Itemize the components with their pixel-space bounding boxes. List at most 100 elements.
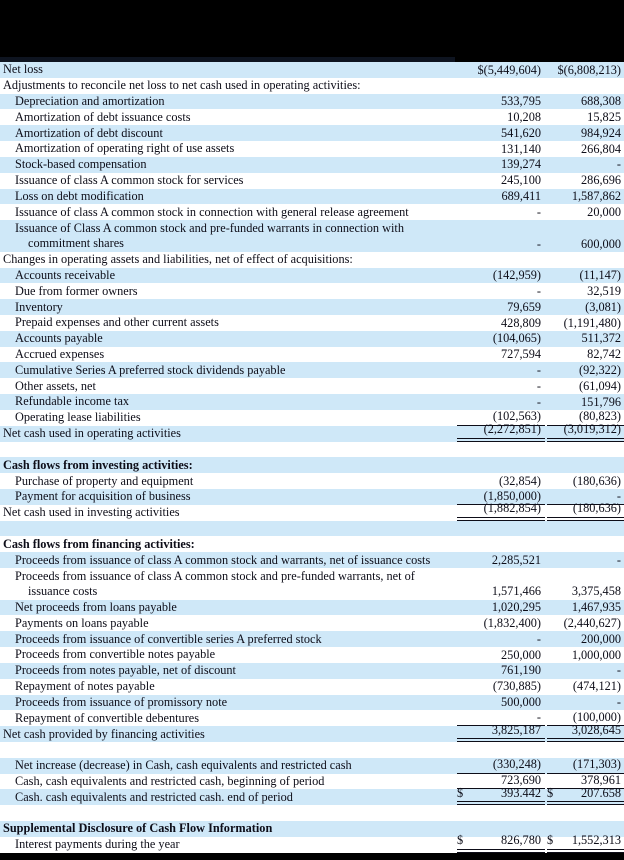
- value-col2: [547, 252, 624, 268]
- value-col2-number: (80,823): [578, 409, 621, 424]
- value-col2-number: -: [616, 552, 621, 567]
- row-label: Loss on debt modification: [0, 189, 455, 205]
- row-label-line1: Amortization of operating right of use a…: [15, 141, 235, 156]
- value-col1-number: 250,000: [501, 647, 541, 662]
- row-label-line1: Adjustments to reconcile net loss to net…: [3, 78, 361, 93]
- value-col1-number: (32,854): [498, 473, 541, 488]
- value-col1-number: 245,100: [501, 173, 541, 188]
- value-col1: 1,020,295: [457, 600, 545, 616]
- table-row: Depreciation and amortization 533,795 68…: [0, 93, 624, 110]
- value-col2: -: [547, 157, 624, 173]
- table-row: Cumulative Series A preferred stock divi…: [0, 362, 624, 379]
- value-col2: (92,322): [547, 362, 624, 378]
- row-label: Net increase (decrease) in Cash, cash eq…: [0, 758, 455, 774]
- value-col2: (180,636): [547, 501, 624, 521]
- table-row: Due from former owners - 32,519: [0, 283, 624, 300]
- value-col1: 131,140: [457, 141, 545, 157]
- statement-table: Net loss $(5,449,604) $(6,808,213) Adjus…: [0, 62, 624, 853]
- value-col2: -: [547, 663, 624, 679]
- table-row: Proceeds from issuance of promissory not…: [0, 694, 624, 711]
- value-col2: 3,028,645: [547, 723, 624, 742]
- value-col1-number: -: [536, 709, 541, 724]
- row-label: Purchase of property and equipment: [0, 473, 455, 489]
- row-label-line1: Issuance of class A common stock in conn…: [15, 204, 409, 219]
- value-col2: [547, 536, 624, 552]
- table-row: Payment for acquisition of business (1,8…: [0, 489, 624, 505]
- row-label-line1: Net cash used in operating activities: [3, 426, 181, 441]
- row-label: Issuance of class A common stock for ser…: [0, 173, 455, 189]
- value-col1-number: (2,272,851): [483, 422, 541, 437]
- value-col2-number: (180,636): [572, 473, 621, 488]
- value-col1-number: 1,020,295: [491, 600, 541, 615]
- table-row: Proceeds from notes payable, net of disc…: [0, 662, 624, 679]
- table-row: Net cash used in operating activities (2…: [0, 422, 624, 442]
- value-col1: (142,959): [457, 268, 545, 284]
- value-col1-number: (330,248): [492, 757, 541, 772]
- row-label: Interest payments during the year: [0, 837, 455, 853]
- row-label: Net cash provided by financing activitie…: [0, 726, 455, 742]
- value-col2-number: 151,796: [581, 394, 621, 409]
- value-col1: 79,659: [457, 299, 545, 315]
- value-col2: $1,552,313: [547, 833, 624, 853]
- row-label-line1: Proceeds from issuance of convertible se…: [15, 631, 322, 646]
- row-label: Cash flows from investing activities:: [0, 457, 455, 473]
- value-col2: (2,440,627): [547, 615, 624, 631]
- value-col1: (1,850,000): [457, 489, 545, 505]
- table-row: Net cash used in investing activities (1…: [0, 501, 624, 521]
- value-col2-number: (2,440,627): [563, 616, 621, 631]
- row-label: Accounts payable: [0, 331, 455, 347]
- value-col2-number: (92,322): [578, 363, 621, 378]
- row-label-line1: Interest payments during the year: [15, 837, 180, 852]
- dollar-sign: $: [547, 833, 554, 848]
- row-label: Repayment of notes payable: [0, 679, 455, 695]
- row-label: [0, 805, 455, 821]
- dollar-sign: $: [457, 785, 464, 800]
- table-row: Other assets, net - (61,094): [0, 378, 624, 395]
- table-row: [0, 805, 624, 821]
- row-label-line1: Accounts payable: [15, 331, 103, 346]
- value-col2: 82,742: [547, 347, 624, 363]
- table-row: Net increase (decrease) in Cash, cash eq…: [0, 757, 624, 774]
- row-label: Net cash used in operating activities: [0, 426, 455, 442]
- value-col2: 511,372: [547, 331, 624, 347]
- row-label-line1: Cash, cash equivalents and restricted ca…: [15, 773, 325, 788]
- row-label: Accounts receivable: [0, 268, 455, 284]
- value-col1: 541,620: [457, 125, 545, 141]
- row-label: [0, 442, 455, 458]
- row-label-line1: Amortization of debt issuance costs: [15, 109, 191, 124]
- value-col1-number: (142,959): [492, 268, 541, 283]
- row-label: Amortization of debt issuance costs: [0, 109, 455, 125]
- table-row: Operating lease liabilities (102,563) (8…: [0, 409, 624, 426]
- value-col1: 727,594: [457, 347, 545, 363]
- value-col2: 32,519: [547, 283, 624, 299]
- value-col1-number: $(5,449,604): [477, 62, 541, 77]
- table-row: Net loss $(5,449,604) $(6,808,213): [0, 62, 624, 78]
- value-col1-number: (104,065): [492, 331, 541, 346]
- table-row: Issuance of class A common stock in conn…: [0, 204, 624, 221]
- value-col1-number: 139,274: [501, 157, 541, 172]
- table-row: Amortization of debt issuance costs 10,2…: [0, 109, 624, 126]
- row-label: Amortization of debt discount: [0, 125, 455, 141]
- value-col2: [547, 521, 624, 537]
- value-col1-number: 727,594: [501, 347, 541, 362]
- row-label-line1: Cash flows from financing activities:: [3, 536, 195, 551]
- row-label: Net cash used in investing activities: [0, 505, 455, 521]
- row-label: Supplemental Disclosure of Cash Flow Inf…: [0, 821, 455, 837]
- value-col1: 245,100: [457, 173, 545, 189]
- table-row: Changes in operating assets and liabilit…: [0, 251, 624, 268]
- value-col2-number: (474,121): [572, 679, 621, 694]
- row-label: Repayment of convertible debentures: [0, 710, 455, 726]
- value-col2: 688,308: [547, 94, 624, 110]
- row-label-line1: Operating lease liabilities: [15, 410, 141, 425]
- value-col1: -: [457, 378, 545, 394]
- value-col2-number: 266,804: [581, 141, 621, 156]
- value-col2: (80,823): [547, 409, 624, 426]
- row-label: Cash, cash equivalents and restricted ca…: [0, 774, 455, 790]
- value-col1: [457, 457, 545, 473]
- table-row: Loss on debt modification 689,411 1,587,…: [0, 188, 624, 205]
- table-row: Payments on loans payable (1,832,400) (2…: [0, 615, 624, 632]
- row-label-line1: Cash. cash equivalents and restricted ca…: [15, 789, 293, 804]
- value-col2: -: [547, 552, 624, 568]
- row-label: Cumulative Series A preferred stock divi…: [0, 362, 455, 378]
- value-col2: 1,467,935: [547, 600, 624, 616]
